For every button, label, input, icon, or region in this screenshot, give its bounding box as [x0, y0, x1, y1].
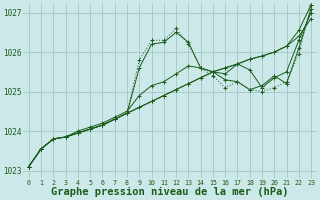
X-axis label: Graphe pression niveau de la mer (hPa): Graphe pression niveau de la mer (hPa) — [51, 187, 289, 197]
